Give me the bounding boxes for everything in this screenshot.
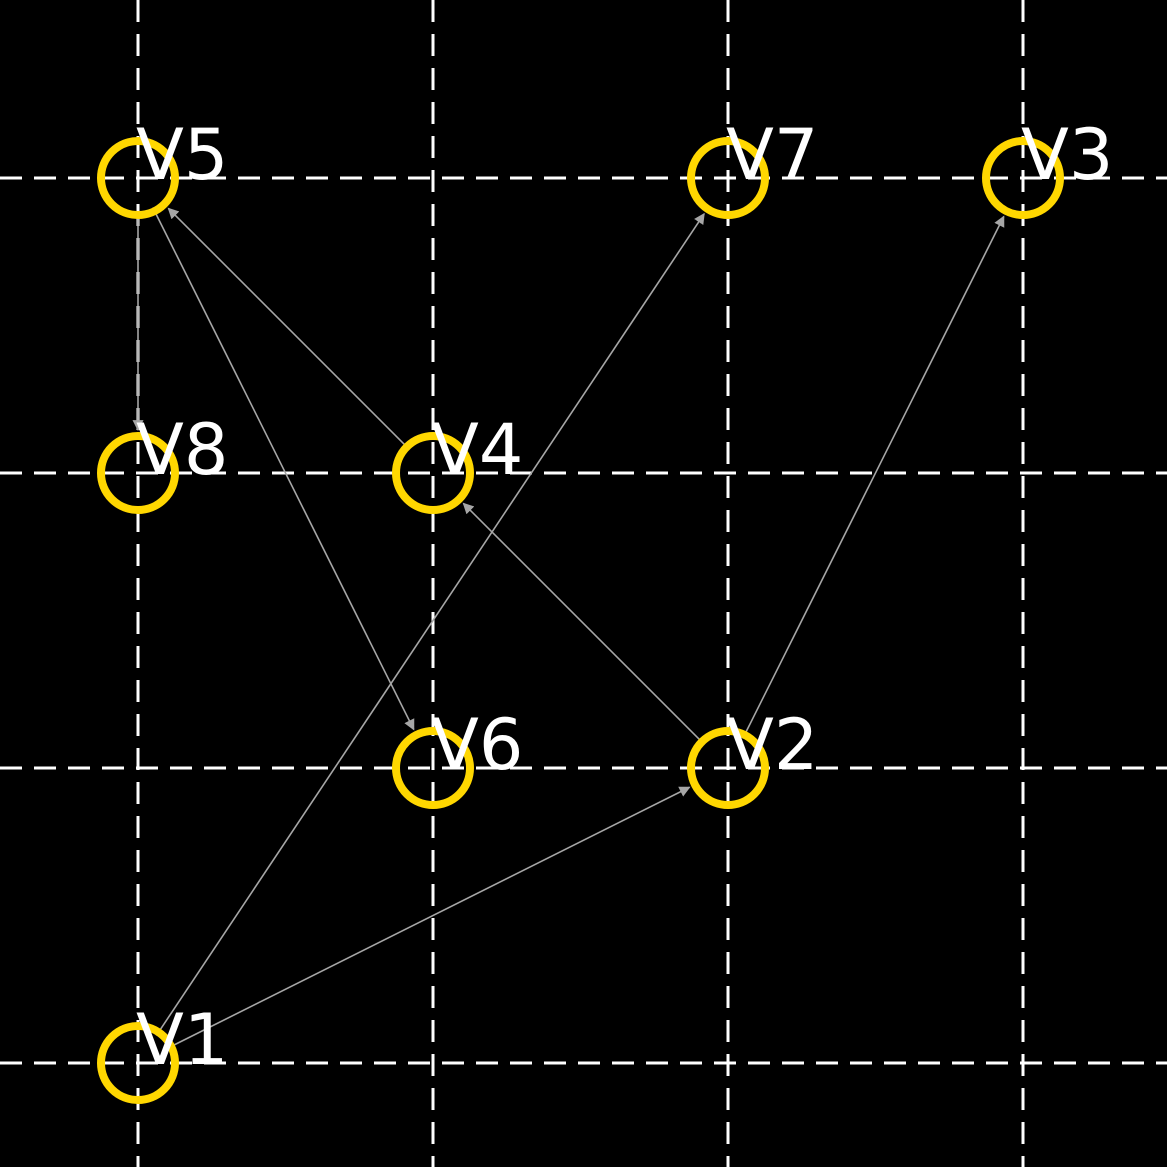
node-label: V4: [431, 409, 523, 491]
node-label: V5: [136, 114, 228, 196]
node-v7: V7: [687, 114, 818, 219]
node-circle: [392, 727, 474, 809]
node-circle: [97, 1022, 179, 1104]
node-circle: [982, 137, 1064, 219]
node-circle: [392, 432, 474, 514]
node-v4: V4: [392, 409, 523, 514]
node-label: V6: [431, 704, 523, 786]
node-circle: [97, 137, 179, 219]
node-label: V3: [1021, 114, 1113, 196]
node-circle: [687, 727, 769, 809]
node-label: V7: [726, 114, 818, 196]
node-v3: V3: [982, 114, 1113, 219]
edge-v1-v7: [155, 212, 705, 1036]
node-label: V2: [726, 704, 818, 786]
edge-v1-v2: [167, 786, 691, 1049]
edge-v2-v4: [462, 502, 706, 746]
node-label: V1: [136, 999, 228, 1081]
node-circle: [687, 137, 769, 219]
edge-v5-v6: [152, 207, 415, 731]
edge-v2-v3: [742, 215, 1005, 739]
node-v6: V6: [392, 704, 523, 809]
node-v8: V8: [97, 409, 228, 514]
node-v1: V1: [97, 999, 228, 1104]
node-label: V8: [136, 409, 228, 491]
edge-v4-v5: [167, 207, 411, 451]
node-circle: [97, 432, 179, 514]
edges: [132, 207, 1005, 1049]
node-v5: V5: [97, 114, 228, 219]
nodes: V1 V2 V3 V4 V5 V6 V7 V8: [97, 114, 1113, 1104]
node-v2: V2: [687, 704, 818, 809]
